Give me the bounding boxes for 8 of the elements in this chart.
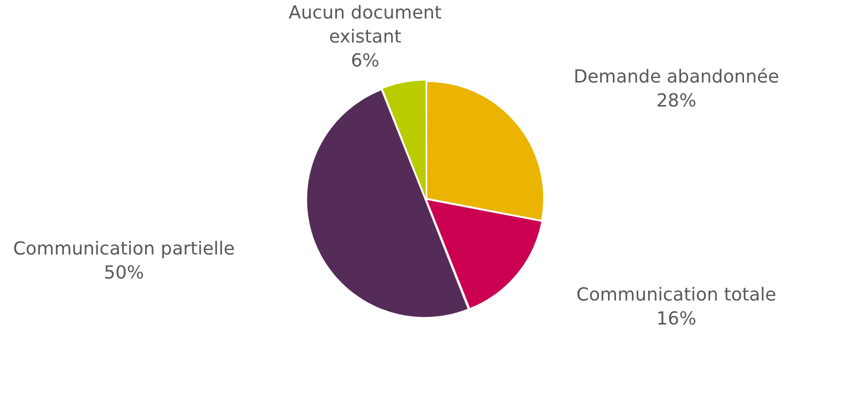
slice-label: Communication partielle xyxy=(13,238,235,260)
data-label: 50% xyxy=(104,262,144,284)
slice-label: Communication totale xyxy=(576,284,776,306)
data-label: 16% xyxy=(656,308,696,330)
slice-label: Demande abandonnée xyxy=(574,66,780,88)
data-label: 28% xyxy=(656,90,696,112)
data-label: 6% xyxy=(350,50,380,72)
slice-label: Aucun document existant xyxy=(288,2,442,48)
